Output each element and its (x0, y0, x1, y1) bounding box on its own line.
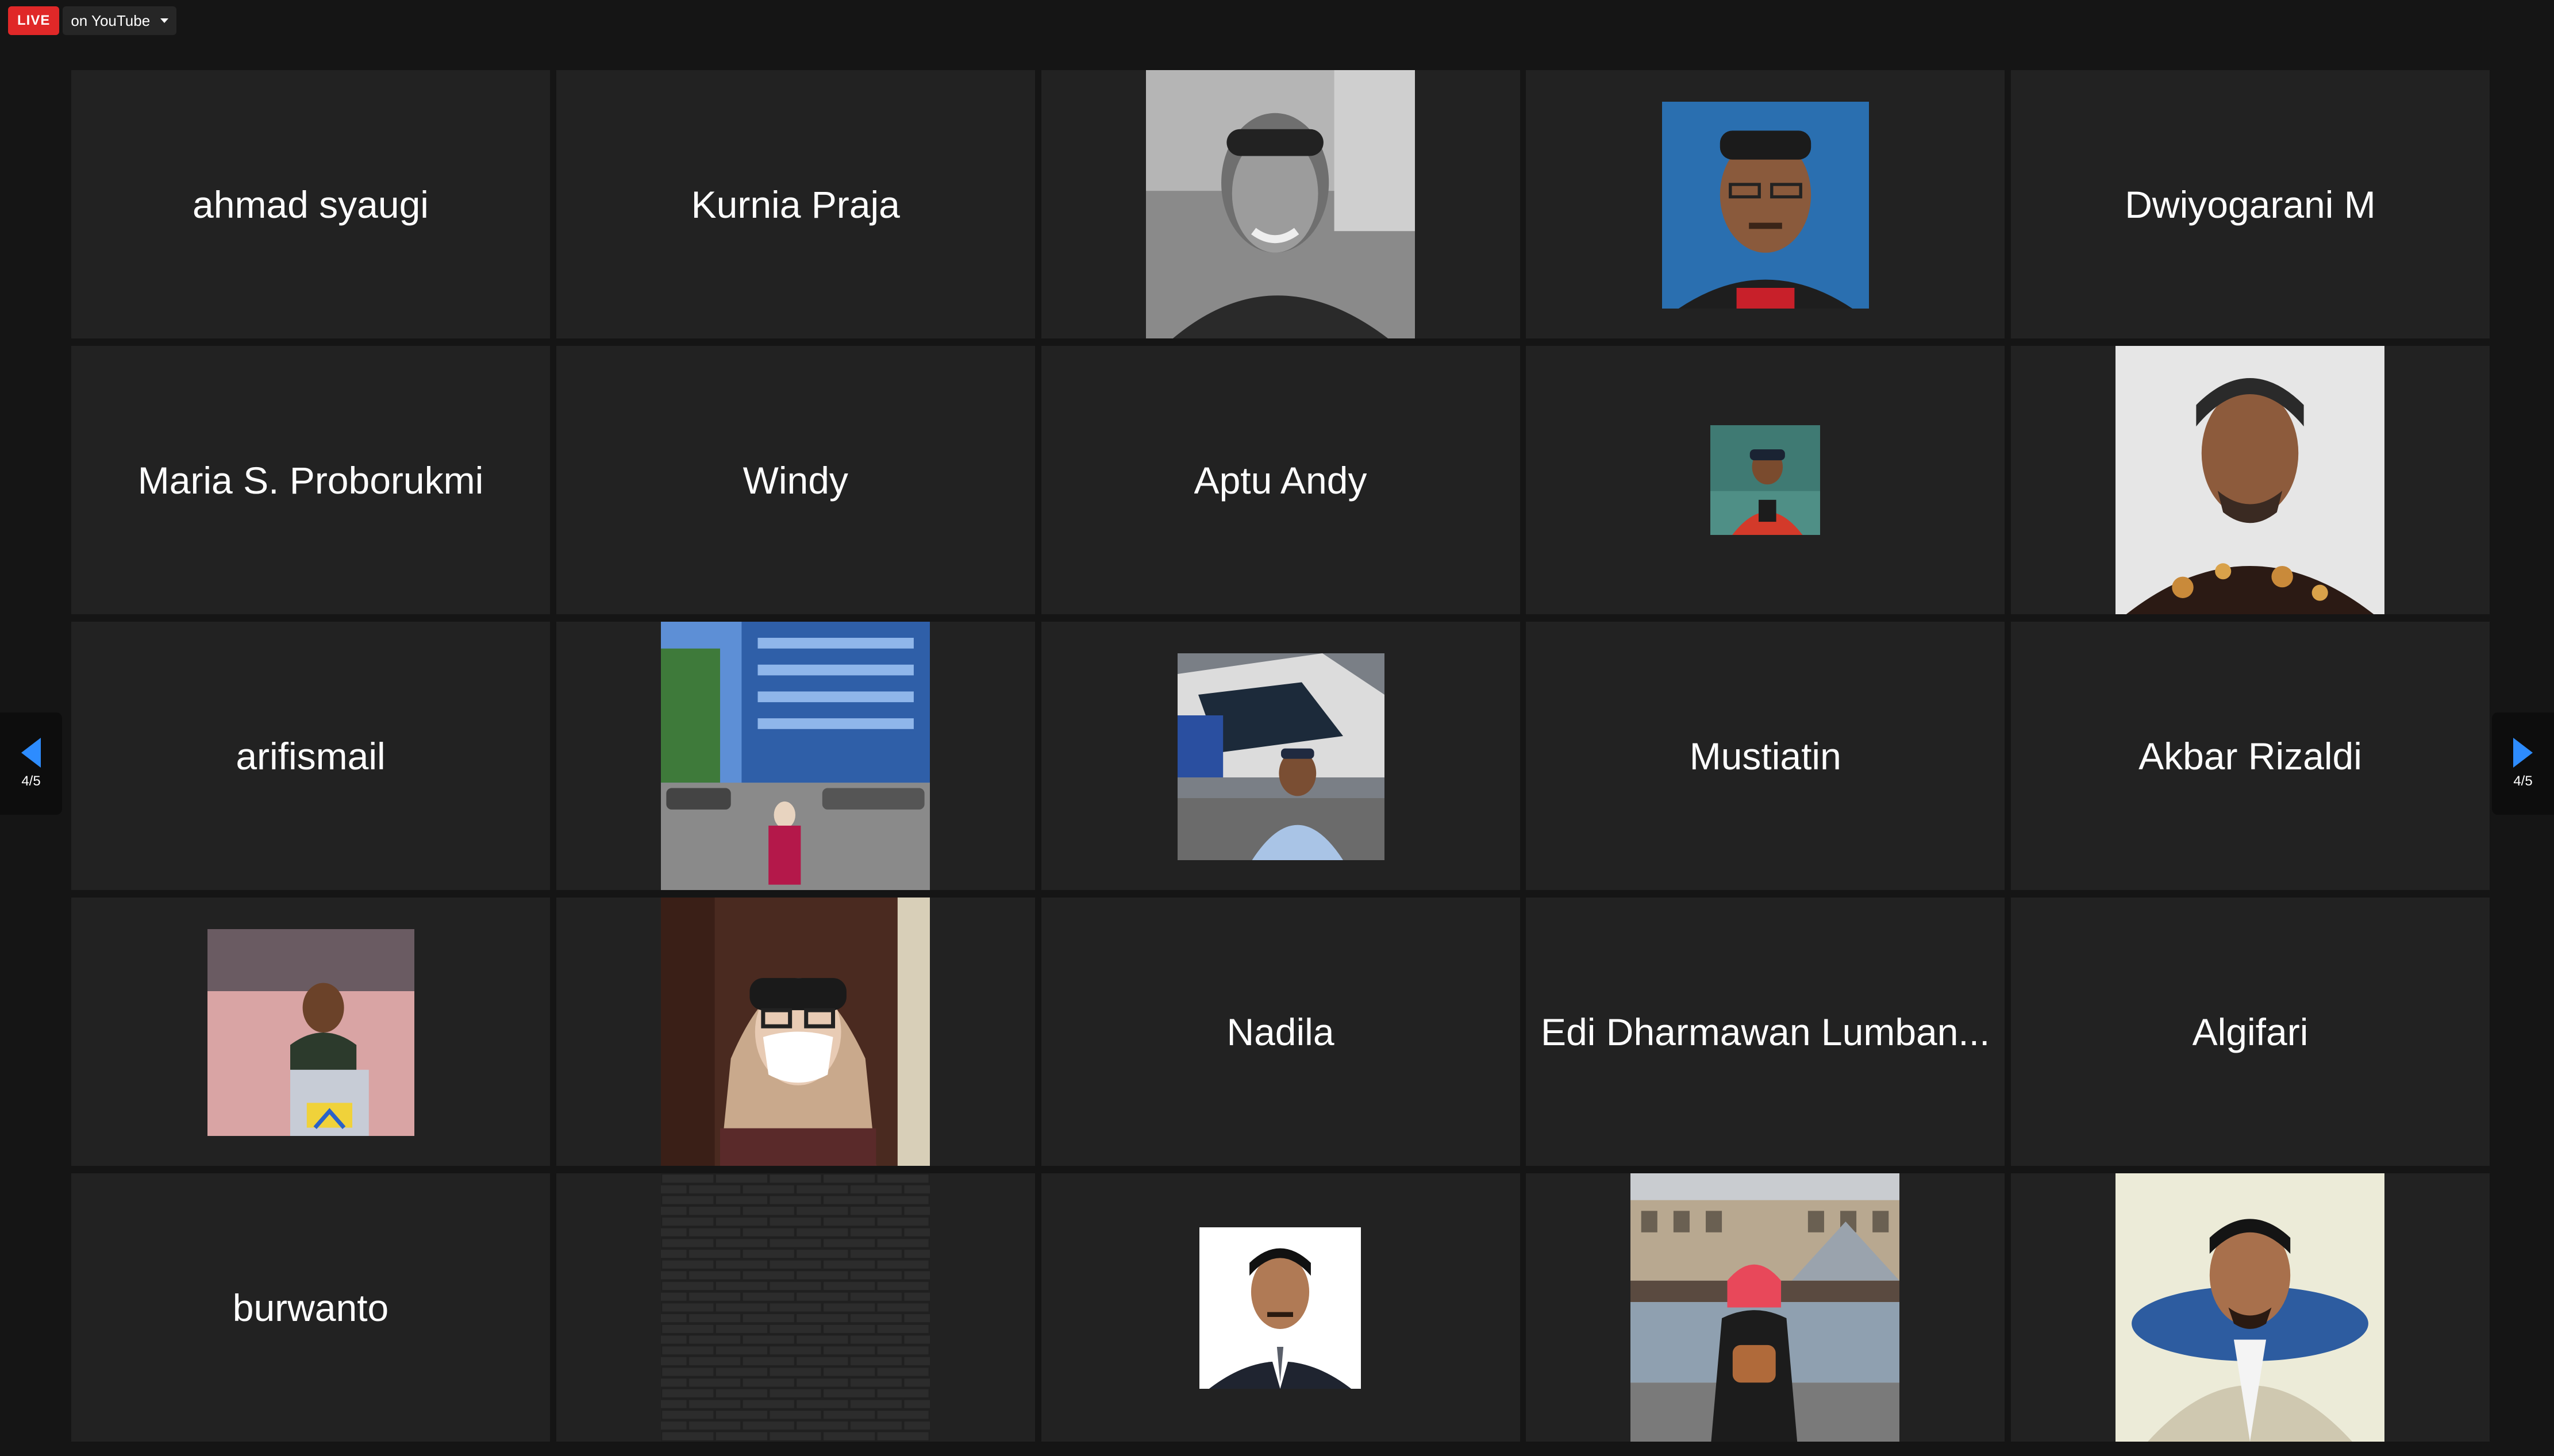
participant-name: Edi Dharmawan Lumban... (1541, 1010, 1990, 1053)
participant-tile[interactable] (2011, 1173, 2490, 1442)
participant-name: Nadila (1226, 1010, 1334, 1053)
participant-avatar-photo (1630, 1173, 1900, 1442)
participant-tile[interactable] (2011, 346, 2490, 614)
next-page-indicator: 4/5 (2513, 773, 2533, 789)
participant-avatar-photo (1662, 102, 1870, 309)
participant-name: Maria S. Proborukmi (137, 459, 484, 502)
participant-tile[interactable]: Aptu Andy (1041, 346, 1520, 614)
participant-tile[interactable]: burwanto (71, 1173, 550, 1442)
chevron-down-icon[interactable] (160, 18, 169, 23)
previous-page-indicator: 4/5 (21, 773, 41, 789)
participant-avatar-photo (1145, 70, 1415, 338)
participant-tile[interactable]: Nadila (1041, 898, 1520, 1166)
participant-name: arifismail (236, 734, 386, 777)
participant-tile[interactable] (1526, 1173, 2005, 1442)
live-badge: LIVE (8, 6, 60, 35)
participant-avatar-photo (660, 898, 930, 1166)
participant-tile[interactable]: ahmad syaugi (71, 70, 550, 338)
participant-avatar-photo (2115, 346, 2384, 614)
participant-avatar-photo (1710, 425, 1821, 535)
participant-tile[interactable] (556, 1173, 1035, 1442)
participant-avatar-photo (660, 622, 930, 890)
participant-grid: ahmad syaugi Kurnia Praja (71, 70, 2490, 1442)
previous-page-button[interactable]: 4/5 (0, 712, 62, 815)
participant-avatar-photo (207, 929, 414, 1136)
participant-name: Mustiatin (1689, 734, 1841, 777)
participant-tile[interactable]: Algifari (2011, 898, 2490, 1166)
participant-name: Dwiyogarani M (2125, 183, 2376, 226)
participant-tile[interactable] (1041, 622, 1520, 890)
participant-tile[interactable] (556, 898, 1035, 1166)
participant-tile[interactable]: Akbar Rizaldi (2011, 622, 2490, 890)
participant-avatar-photo (660, 1173, 930, 1442)
participant-name: Aptu Andy (1194, 459, 1367, 502)
live-status-bar: LIVE on YouTube (8, 5, 177, 37)
participant-tile[interactable] (1041, 1173, 1520, 1442)
participant-avatar-photo (1199, 1227, 1361, 1389)
participant-tile[interactable]: Mustiatin (1526, 622, 2005, 890)
participant-avatar-photo (1177, 653, 1384, 860)
participant-name: Kurnia Praja (691, 183, 900, 226)
participant-tile[interactable]: Kurnia Praja (556, 70, 1035, 338)
participant-tile[interactable]: Edi Dharmawan Lumban... (1526, 898, 2005, 1166)
participant-tile[interactable] (1526, 346, 2005, 614)
participant-tile[interactable]: Maria S. Proborukmi (71, 346, 550, 614)
live-destination-menu[interactable]: on YouTube (63, 6, 177, 35)
participant-name: burwanto (232, 1286, 389, 1329)
participant-tile[interactable]: Windy (556, 346, 1035, 614)
participant-name: ahmad syaugi (193, 183, 429, 226)
participant-tile[interactable]: arifismail (71, 622, 550, 890)
participant-name: Windy (743, 459, 848, 502)
participant-tile[interactable] (1526, 70, 2005, 338)
participant-name: Akbar Rizaldi (2138, 734, 2362, 777)
participant-avatar-photo (2115, 1173, 2384, 1442)
next-page-button[interactable]: 4/5 (2492, 712, 2554, 815)
participant-tile[interactable] (1041, 70, 1520, 338)
participant-tile[interactable] (556, 622, 1035, 890)
participant-tile[interactable]: Dwiyogarani M (2011, 70, 2490, 338)
arrow-right-icon (2513, 738, 2533, 768)
live-destination-label: on YouTube (71, 11, 151, 29)
participant-tile[interactable] (71, 898, 550, 1166)
participant-name: Algifari (2192, 1010, 2309, 1053)
arrow-left-icon (21, 738, 41, 768)
